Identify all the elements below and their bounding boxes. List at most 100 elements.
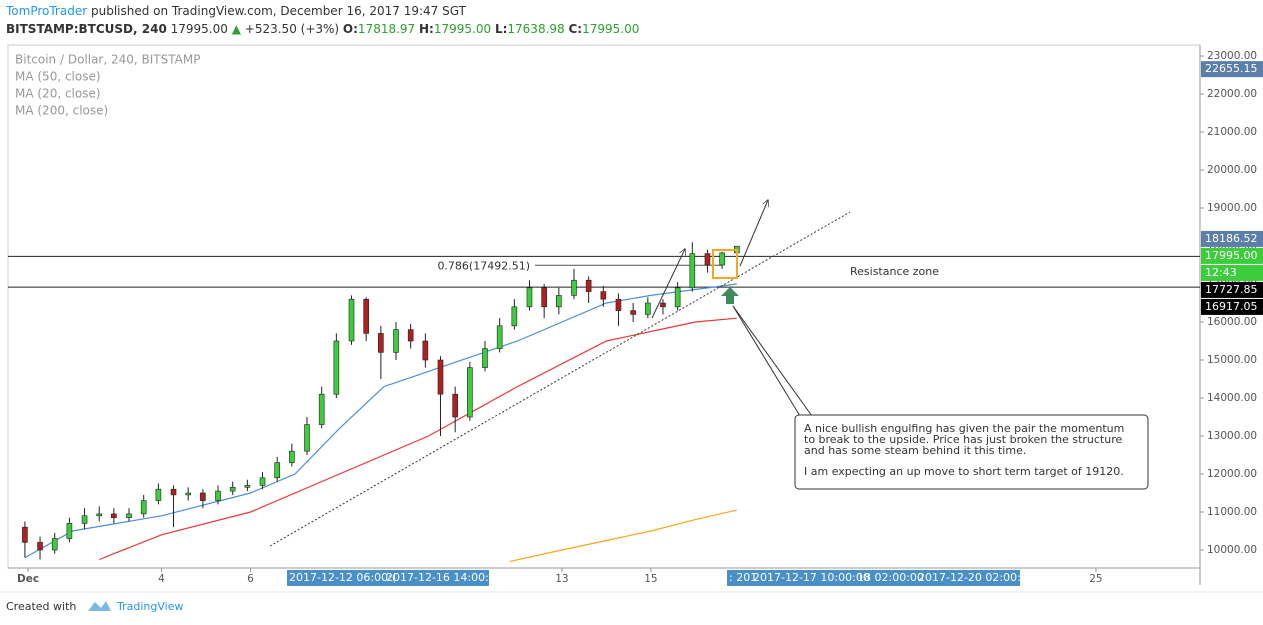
countdown-tag [1201, 264, 1263, 281]
crosshair-label: 2017-12-20 02:00:00 [918, 571, 1035, 584]
y-tick-label: 14000.00 [1207, 392, 1257, 404]
zone-label: Resistance zone [850, 265, 939, 278]
crosshair-band [727, 570, 1020, 586]
candle-body [140, 500, 147, 515]
candle-body [37, 542, 43, 551]
crosshair-label: 2017-12-16 14:00:00 [386, 571, 503, 584]
y-tick-label: 15000.00 [1207, 354, 1257, 366]
candle-body [200, 492, 206, 501]
candle-body [170, 488, 177, 496]
quote-line: BITSTAMP:BTCUSD, 240 17995.00 ▲ +523.50 … [6, 22, 639, 36]
ma-line [24, 283, 737, 559]
x-tick-label: 25 [1089, 573, 1102, 585]
c-label: C: [569, 22, 583, 36]
candle-body [155, 488, 162, 501]
candle-body [704, 253, 711, 266]
candle-body [81, 515, 88, 524]
candle-body [630, 310, 636, 315]
crosshair-label: 18 02:00:00 [857, 571, 924, 584]
price-tag [1201, 298, 1263, 315]
fib-label: 0.786(17492.51) [437, 259, 530, 272]
candle-body [689, 253, 696, 289]
candle-body [407, 329, 414, 342]
x-tick-label: 15 [644, 573, 657, 585]
change: +523.50 (+3%) [245, 22, 339, 36]
candle-body [571, 279, 577, 296]
candle-body [482, 348, 488, 368]
o-label: O: [343, 22, 358, 36]
legend-title: Bitcoin / Dollar, 240, BITSTAMP [15, 53, 200, 67]
h-label: H: [419, 22, 434, 36]
candle-body [645, 302, 651, 315]
last: 17995.00 [171, 22, 228, 36]
price-tag [1201, 230, 1263, 247]
candle-body [452, 393, 458, 418]
candle-body [51, 538, 58, 551]
candle-body [274, 462, 280, 479]
legend-entry: MA (20, close) [15, 87, 101, 101]
note-line: A nice bullish engulfing has given the p… [804, 422, 1124, 435]
l-value: 17638.98 [507, 22, 564, 36]
candle-body [22, 526, 28, 543]
candle-body [393, 329, 399, 353]
author[interactable]: TomProTrader [5, 4, 87, 18]
note-line: I am expecting an up move to short term … [804, 465, 1124, 478]
x-tick-label: 6 [247, 573, 254, 585]
candle-body [496, 325, 503, 349]
y-tick-label: 12000.00 [1207, 468, 1257, 480]
candle-body [674, 287, 681, 308]
candle-body [259, 477, 266, 486]
x-tick-label: 13 [555, 573, 568, 585]
crosshair-band [287, 570, 489, 586]
candle-body [229, 486, 236, 492]
candle-body [66, 523, 73, 539]
y-tick-label: 16000.00 [1207, 316, 1257, 328]
candle-body [363, 298, 369, 334]
price-tag-label: 18186.52 [1205, 232, 1258, 245]
countdown: 12:43 [1205, 266, 1237, 279]
y-tick-label: 21000.00 [1207, 126, 1257, 138]
candle-body [111, 513, 117, 518]
candle-body [541, 287, 547, 308]
published: published on TradingView.com, December 1… [91, 4, 467, 18]
up-arrow [721, 287, 739, 304]
callout-line [732, 305, 801, 417]
candle-body [215, 490, 221, 501]
candle-body [615, 298, 622, 311]
y-tick-label: 10000.00 [1207, 544, 1257, 556]
candle-body [378, 333, 384, 353]
x-tick-label: Dec [17, 573, 39, 585]
candle-body [719, 252, 725, 266]
arrow [739, 200, 768, 267]
y-tick-label: 19000.00 [1207, 202, 1257, 214]
y-tick-label: 22000.00 [1207, 88, 1257, 100]
candle-body [437, 359, 444, 395]
x-tick-label: 4 [158, 573, 165, 585]
plot-frame [7, 44, 1201, 569]
candle-body [304, 424, 310, 452]
l-label: L: [495, 22, 507, 36]
y-tick-label: 13000.00 [1207, 430, 1257, 442]
y-tick-label: 20000.00 [1207, 164, 1257, 176]
footer-brand[interactable]: TradingView [116, 600, 183, 613]
candle-body [660, 302, 666, 308]
candle-body [318, 393, 325, 425]
ma-line [98, 317, 737, 561]
legend-entry: MA (200, close) [15, 104, 108, 118]
footer-created: Created with [6, 600, 76, 613]
price-tag [1201, 247, 1263, 264]
symbol: BITSTAMP:BTCUSD, 240 [6, 22, 167, 36]
highlight-box [712, 249, 738, 279]
o-value: 17818.97 [358, 22, 415, 36]
crosshair-label: : 201 [729, 571, 757, 584]
callout-line [732, 305, 813, 417]
candle-body [289, 450, 295, 463]
price-tag [1201, 61, 1263, 78]
candle-body [556, 295, 562, 308]
crosshair-label: 2017-12-12 06:00:( [289, 571, 396, 584]
candle-body [467, 367, 473, 418]
y-tick-label: 23000.00 [1207, 50, 1257, 62]
price-tag-label: 17727.85 [1205, 283, 1258, 296]
